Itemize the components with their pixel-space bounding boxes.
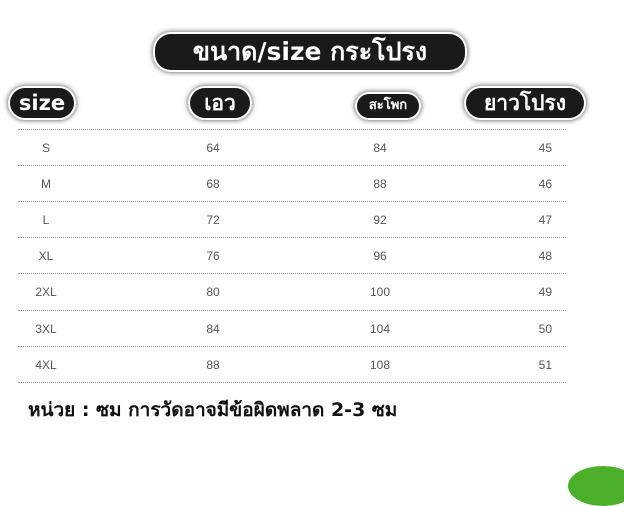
length-cell: 45 (538, 141, 552, 155)
header-length: ยาวโปรง (466, 88, 584, 118)
chart-title: ขนาด/size กระโปรง (155, 34, 465, 70)
row-divider (18, 201, 566, 202)
waist-cell: 64 (206, 141, 220, 155)
size-cell: 4XL (35, 358, 57, 372)
row-divider (18, 382, 566, 383)
size-cell: S (41, 141, 50, 155)
waist-cell: 72 (206, 213, 220, 227)
header-size: size (10, 88, 74, 118)
size-cell: M (41, 177, 51, 191)
header-hip: สะโพก (357, 94, 419, 118)
row-divider (18, 237, 566, 238)
waist-cell: 84 (206, 322, 220, 336)
hip-cell: 96 (373, 249, 387, 263)
hip-cell: 108 (369, 358, 391, 372)
size-cell: L (42, 213, 50, 227)
waist-cell: 76 (206, 249, 220, 263)
row-divider (18, 165, 566, 166)
waist-cell: 68 (206, 177, 220, 191)
header-waist: เอว (190, 88, 250, 118)
row-divider (18, 129, 566, 130)
size-cell: 3XL (35, 322, 57, 336)
waist-cell: 88 (206, 358, 220, 372)
green-badge-corner (568, 466, 624, 506)
row-divider (18, 346, 566, 347)
size-cell: XL (38, 249, 54, 263)
row-divider (18, 310, 566, 311)
length-cell: 47 (538, 213, 552, 227)
hip-cell: 92 (373, 213, 387, 227)
length-cell: 50 (538, 322, 552, 336)
hip-cell: 84 (373, 141, 387, 155)
waist-cell: 80 (206, 285, 220, 299)
length-cell: 51 (538, 358, 552, 372)
length-cell: 48 (538, 249, 552, 263)
hip-cell: 104 (369, 322, 391, 336)
length-cell: 49 (538, 285, 552, 299)
row-divider (18, 273, 566, 274)
length-cell: 46 (538, 177, 552, 191)
hip-cell: 100 (369, 285, 391, 299)
size-cell: 2XL (35, 285, 57, 299)
hip-cell: 88 (373, 177, 387, 191)
unit-note: หน่วย : ซม การวัดอาจมีข้อผิดพลาด 2-3 ซม (28, 399, 398, 421)
